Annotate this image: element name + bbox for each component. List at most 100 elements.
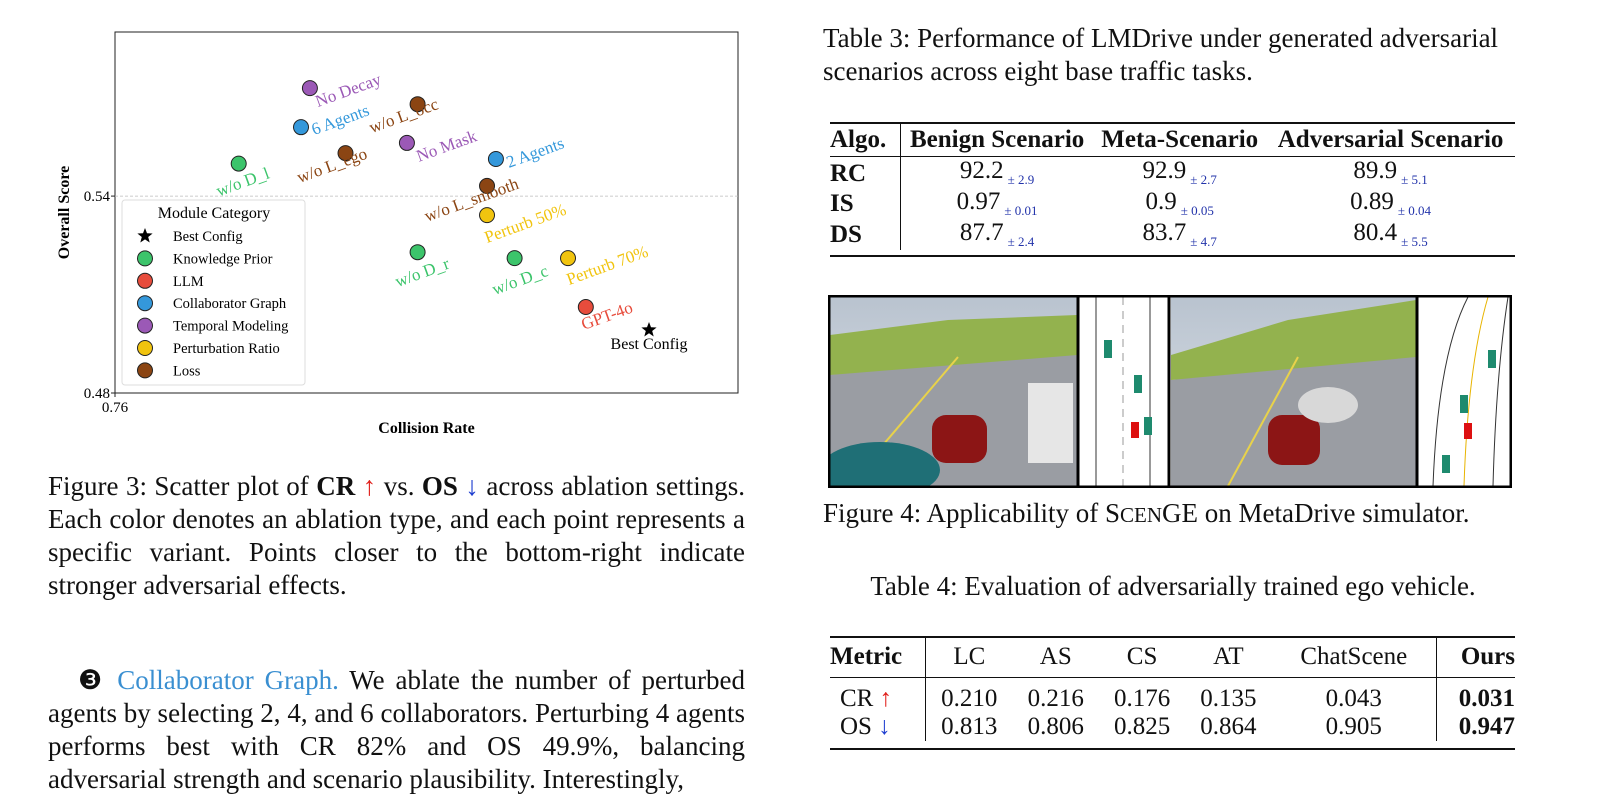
up-arrow: ↑ (362, 471, 377, 501)
y-axis-label: Overall Score (56, 166, 73, 259)
std: ± 2.9 (1007, 172, 1035, 187)
legend: Module Category Best Config Knowledge Prio… (121, 199, 306, 386)
value: 0.97 (956, 188, 1001, 215)
value-cell: 0.813 (941, 713, 998, 740)
value-cell: 83.7 ± 4.7 (1093, 219, 1266, 250)
caption-text: vs. (376, 471, 422, 501)
plot-area (114, 31, 739, 394)
value: 87.7 (959, 219, 1004, 246)
caption-smallcaps: CEN (1120, 503, 1162, 527)
legend-label: LLM (173, 274, 204, 290)
header-cell: AT (1213, 643, 1244, 671)
sim-view-2 (1171, 297, 1416, 487)
value-cell: 80.4 ± 5.5 (1266, 219, 1515, 250)
point (506, 250, 523, 267)
value-cell: 0.176 (1113, 685, 1171, 712)
y-tick-label: 0.54 (84, 189, 111, 205)
value: 89.9 (1353, 157, 1398, 184)
legend-label: Perturbation Ratio (173, 341, 280, 357)
caption-bold: CR (316, 471, 356, 501)
sim-view-1 (828, 297, 1077, 488)
legend-title: Module Category (158, 205, 270, 222)
point-label: w/o L_occ (366, 94, 441, 137)
row-label: CR ↑ (830, 677, 926, 713)
value-cell: 0.825 (1113, 713, 1171, 740)
header-cell: Adversarial Scenario (1277, 125, 1504, 153)
value-cell: 92.2 ± 2.9 (901, 156, 1094, 188)
value: 0.9 (1145, 188, 1177, 215)
caption-bold: OS (421, 471, 458, 501)
scatter-chart: 0.48 0.54 0.76 Collision Rate Overall Score B… (56, 31, 739, 437)
legend-label: Collaborator Graph (173, 296, 287, 312)
spacer-row (830, 250, 1515, 256)
header-cell: ChatScene (1300, 643, 1408, 671)
legend-label: Loss (173, 363, 201, 379)
point (301, 80, 318, 97)
std: ± 0.04 (1397, 203, 1432, 218)
metric: OS (840, 713, 879, 740)
legend-label: Best Config (173, 229, 243, 245)
legend-label: Knowledge Prior (173, 251, 273, 267)
value-cell: 0.135 (1200, 685, 1257, 712)
caption-text: Figure 3: Scatter plot of (48, 471, 317, 501)
value-cell: 0.97 ± 0.01 (901, 188, 1094, 219)
legend-marker (137, 295, 153, 312)
value-cell: 0.043 (1325, 685, 1382, 712)
data-row: CR ↑ 0.210 0.216 0.176 0.135 0.043 0.031 (830, 677, 1515, 713)
y-tick-label: 0.48 (84, 386, 110, 402)
data-row: IS 0.97 ± 0.01 0.9 ± 0.05 0.89 ± 0.04 (830, 188, 1515, 219)
paragraph-text: We ablate the number of perturbed agents… (48, 665, 745, 794)
table4: Metric LC AS CS AT ChatScene Ours CR ↑ 0.210 0.21… (830, 636, 1515, 750)
value-cell: 89.9 ± 5.1 (1266, 156, 1515, 188)
figure4-images (828, 295, 1512, 488)
section-link[interactable]: Collaborator Graph. (117, 665, 339, 695)
value: 83.7 (1142, 219, 1187, 246)
legend-marker (137, 228, 153, 243)
figure3-caption: Figure 3: Scatter plot of CR ↑ vs. OS ↓ … (48, 470, 745, 602)
std: ± 4.7 (1190, 234, 1217, 249)
down-arrow: ↓ (465, 471, 479, 501)
point (479, 207, 496, 224)
point-label: w/o L_smooth (422, 174, 522, 226)
table4-grid: Metric LC AS CS AT ChatScene Ours CR ↑ 0.210 0.21… (830, 636, 1515, 750)
point-label: No Decay (313, 69, 384, 110)
legend-marker (137, 362, 153, 379)
arrow: ↓ (878, 713, 891, 740)
value-cell: 0.864 (1200, 713, 1257, 740)
table4-caption: Table 4: Evaluation of adversarially tra… (870, 571, 1476, 601)
table3: Algo. Benign Scenario Meta-Scenario Adversa… (830, 122, 1515, 257)
legend-marker (137, 250, 153, 267)
metric: CR (840, 685, 880, 712)
point (409, 244, 426, 261)
value: 0.89 (1350, 188, 1394, 215)
point-star (641, 322, 657, 337)
legend-marker (137, 340, 153, 356)
x-axis-label: Collision Rate (378, 420, 474, 437)
header-row: Algo. Benign Scenario Meta-Scenario Adversa… (830, 123, 1515, 156)
number-icon: ❸ (78, 665, 118, 695)
value-cell: 92.9 ± 2.7 (1093, 156, 1266, 188)
point-label: Best Config (611, 336, 688, 353)
value-cell: 87.7 ± 2.4 (901, 219, 1094, 250)
header-cell: Metric (830, 637, 926, 677)
value-cell: 0.216 (1027, 685, 1084, 712)
data-row: DS 87.7 ± 2.4 83.7 ± 4.7 80.4 ± 5.5 (830, 219, 1515, 250)
value-cell: 0.9 ± 0.05 (1093, 188, 1266, 219)
header-cell: CS (1126, 643, 1158, 671)
header-cell: Benign Scenario (909, 125, 1085, 153)
value: 80.4 (1353, 219, 1398, 246)
value-cell: 0.031 (1436, 677, 1515, 713)
table3-caption: Table 3: Performance of LMDrive under ge… (823, 23, 1499, 86)
header-cell: Algo. (830, 123, 901, 156)
std: ± 5.1 (1401, 172, 1428, 187)
std: ± 0.01 (1004, 203, 1038, 218)
point-label: w/o D_r (392, 254, 452, 291)
point (398, 134, 415, 151)
row-label: OS ↓ (830, 713, 926, 741)
point-label: Perturb 70% (564, 242, 651, 289)
data-row: OS ↓ 0.813 0.806 0.825 0.864 0.905 0.947 (830, 713, 1515, 741)
legend-marker (137, 272, 153, 289)
header-cell: LC (953, 643, 986, 671)
std: ± 2.4 (1007, 234, 1035, 249)
value: 92.2 (959, 157, 1004, 184)
